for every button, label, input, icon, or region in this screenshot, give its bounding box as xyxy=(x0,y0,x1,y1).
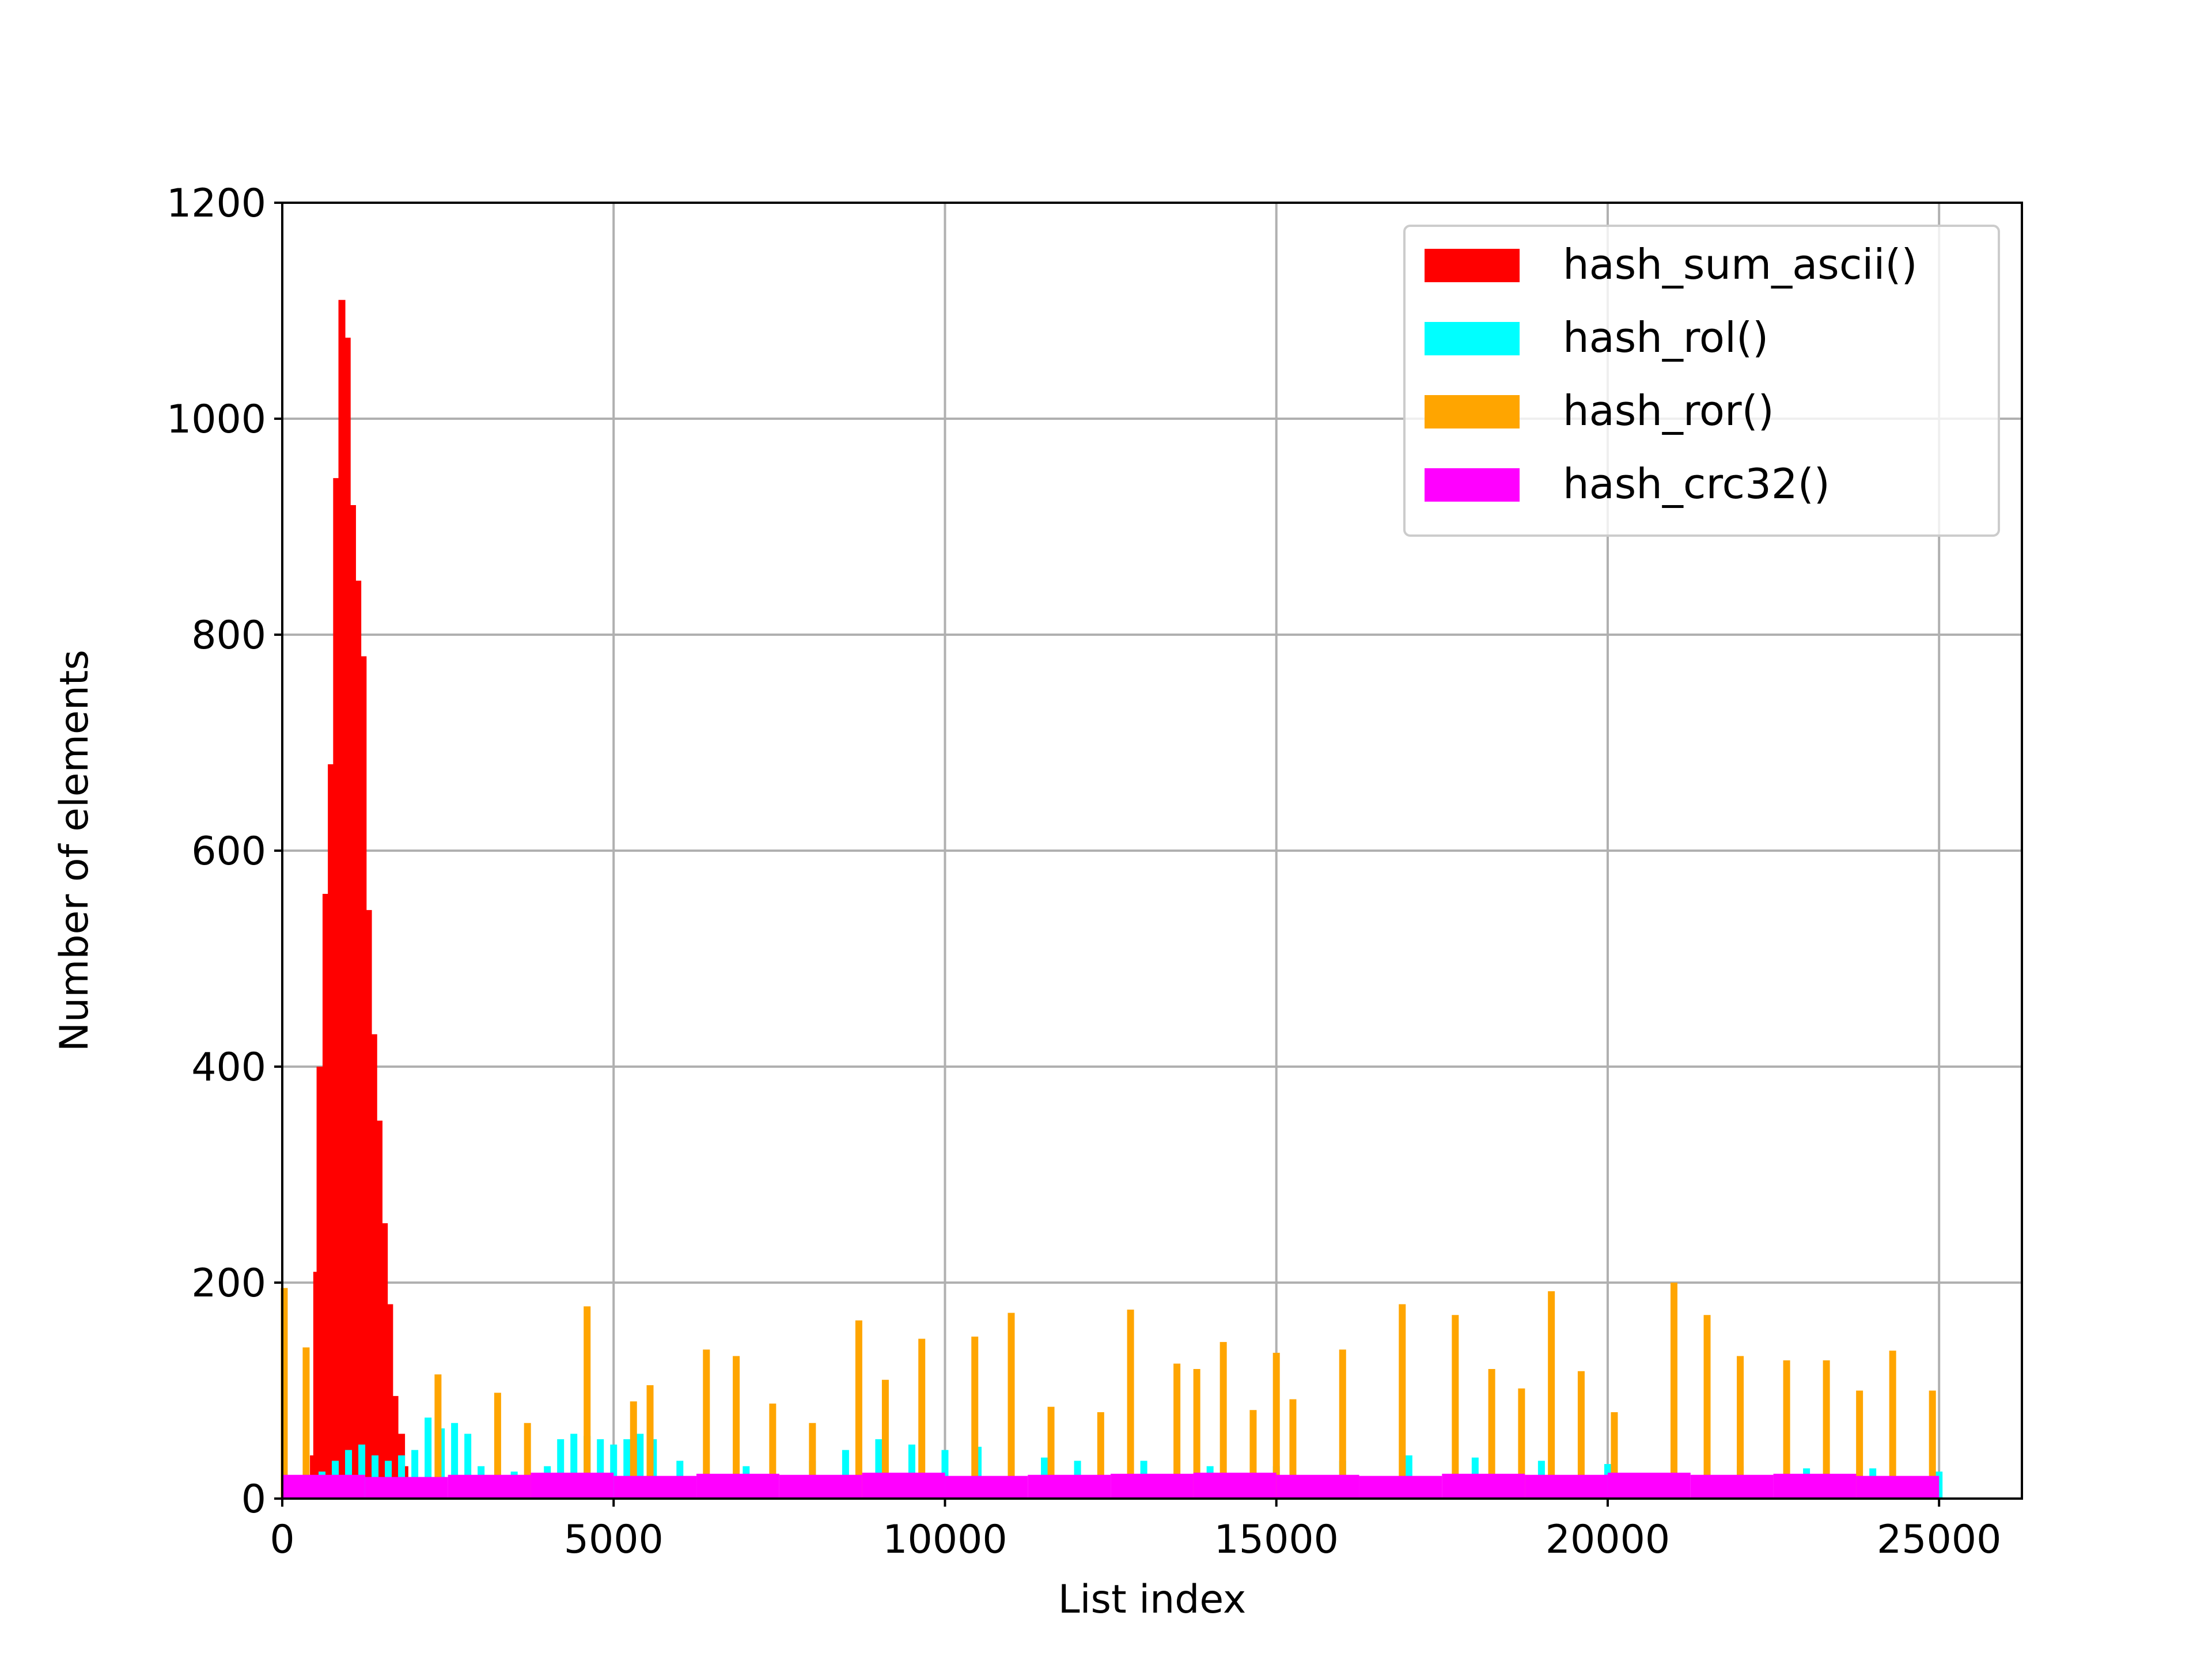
bar-hash-crc32 xyxy=(1690,1474,1774,1499)
legend-entry: hash_crc32() xyxy=(1425,460,1830,508)
bar-hash-sum-ascii xyxy=(365,910,372,1499)
bar-hash-crc32 xyxy=(945,1476,1028,1499)
bar-hash-crc32 xyxy=(282,1474,365,1499)
bar-hash-ror xyxy=(1518,1388,1525,1499)
legend-swatch xyxy=(1425,249,1520,282)
y-tick-label: 800 xyxy=(191,613,266,658)
legend-swatch xyxy=(1425,395,1520,428)
legend-label: hash_sum_ascii() xyxy=(1563,240,1918,289)
legend-entry: hash_rol() xyxy=(1425,313,1768,362)
legend-entry: hash_sum_ascii() xyxy=(1425,240,1918,289)
legend: hash_sum_ascii() hash_rol() hash_ror()hash… xyxy=(1403,225,2000,537)
legend-box xyxy=(1403,225,2000,537)
bar-hash-sum-ascii xyxy=(316,1067,324,1499)
bar-hash-crc32 xyxy=(1359,1476,1442,1499)
bar-hash-sum-ascii xyxy=(354,581,362,1499)
bar-hash-ror xyxy=(1548,1291,1555,1499)
x-tick-label: 10000 xyxy=(882,1517,1007,1563)
bar-hash-crc32 xyxy=(779,1474,862,1499)
bar-hash-ror xyxy=(646,1385,654,1499)
x-tick-label: 20000 xyxy=(1546,1517,1670,1563)
bar-hash-ror xyxy=(1272,1352,1280,1499)
legend-label: hash_ror() xyxy=(1563,386,1774,435)
bar-hash-ror xyxy=(1452,1315,1459,1499)
series-3 xyxy=(282,1473,1940,1499)
bar-hash-ror xyxy=(1007,1313,1015,1499)
bar-hash-ror xyxy=(1173,1363,1181,1499)
bar-hash-crc32 xyxy=(1525,1474,1608,1499)
bar-hash-crc32 xyxy=(862,1473,945,1499)
bars-layer xyxy=(281,299,1943,1499)
y-axis-label: Number of elements xyxy=(52,650,97,1052)
bar-hash-sum-ascii xyxy=(359,656,367,1499)
legend-swatch xyxy=(1425,322,1520,355)
bar-hash-ror xyxy=(1339,1349,1346,1499)
bar-hash-crc32 xyxy=(1193,1473,1277,1499)
y-tick-label: 1200 xyxy=(166,181,266,226)
y-tick-label: 200 xyxy=(191,1261,266,1306)
y-tick-label: 1000 xyxy=(166,397,266,442)
grid-layer xyxy=(281,202,2022,1500)
bar-hash-crc32 xyxy=(1773,1473,1857,1499)
bar-hash-crc32 xyxy=(696,1473,779,1499)
series-2 xyxy=(281,1283,1936,1499)
bar-hash-crc32 xyxy=(1442,1473,1525,1499)
bar-hash-crc32 xyxy=(1111,1473,1194,1499)
legend-entry: hash_ror() xyxy=(1425,386,1774,435)
bar-hash-ror xyxy=(434,1374,442,1499)
bar-hash-ror xyxy=(733,1356,740,1499)
bar-hash-ror xyxy=(1856,1390,1863,1499)
x-tick-label: 15000 xyxy=(1214,1517,1339,1563)
bar-hash-ror xyxy=(918,1338,926,1499)
bar-hash-sum-ascii xyxy=(386,1304,393,1499)
x-tick-label: 25000 xyxy=(1877,1517,2001,1563)
legend-label: hash_crc32() xyxy=(1563,460,1830,508)
y-tick-label: 0 xyxy=(241,1477,266,1522)
bar-hash-ror xyxy=(1783,1360,1790,1499)
bar-hash-ror xyxy=(1399,1304,1406,1499)
bar-hash-ror xyxy=(1289,1399,1297,1499)
x-tick-label: 5000 xyxy=(564,1517,664,1563)
bar-hash-ror xyxy=(971,1336,979,1499)
bar-hash-ror xyxy=(584,1306,591,1499)
bar-hash-crc32 xyxy=(1607,1473,1691,1499)
legend-label: hash_rol() xyxy=(1563,313,1768,362)
bar-hash-ror xyxy=(1889,1351,1896,1499)
bar-hash-ror xyxy=(1703,1315,1711,1499)
bar-hash-ror xyxy=(703,1349,710,1499)
bar-hash-ror xyxy=(1219,1342,1227,1499)
bar-hash-ror xyxy=(1127,1309,1134,1499)
bar-hash-crc32 xyxy=(1856,1476,1940,1499)
bar-hash-crc32 xyxy=(1028,1474,1111,1499)
bar-hash-sum-ascii xyxy=(370,1034,377,1499)
bar-hash-ror xyxy=(630,1401,637,1499)
x-tick-label: 0 xyxy=(270,1517,294,1563)
bar-hash-ror xyxy=(1737,1356,1744,1499)
bar-hash-sum-ascii xyxy=(375,1120,382,1499)
bar-hash-crc32 xyxy=(365,1477,448,1499)
y-tick-label: 600 xyxy=(191,829,266,874)
bar-hash-crc32 xyxy=(613,1476,697,1499)
bar-hash-crc32 xyxy=(1276,1474,1359,1499)
bar-hash-ror xyxy=(881,1379,889,1499)
bar-hash-sum-ascii xyxy=(391,1395,399,1499)
bar-hash-ror xyxy=(494,1393,501,1499)
bar-hash-crc32 xyxy=(448,1474,531,1499)
ticks-layer: 0 5000 10000 15000 20000 25000 0 200 400 600 800 10… xyxy=(166,181,2001,1563)
x-axis-label: List index xyxy=(1058,1577,1247,1622)
bar-hash-crc32 xyxy=(531,1473,614,1499)
y-tick-label: 400 xyxy=(191,1045,266,1090)
bar-hash-ror xyxy=(855,1320,862,1499)
bar-hash-ror xyxy=(1193,1369,1200,1499)
bar-hash-ror xyxy=(1577,1371,1585,1499)
bar-hash-ror xyxy=(302,1347,310,1499)
bar-hash-ror xyxy=(1929,1390,1936,1499)
bar-hash-sum-ascii xyxy=(381,1223,388,1499)
bar-hash-ror xyxy=(1671,1283,1677,1499)
bar-hash-ror xyxy=(1488,1369,1495,1499)
bar-hash-ror xyxy=(1823,1360,1830,1499)
legend-swatch xyxy=(1425,468,1520,502)
